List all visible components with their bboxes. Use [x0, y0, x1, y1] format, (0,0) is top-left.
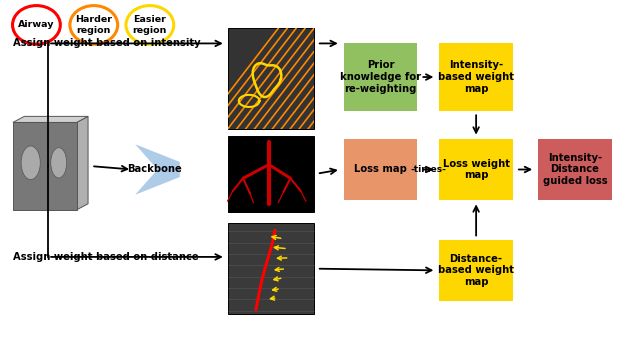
- FancyBboxPatch shape: [538, 139, 612, 200]
- Text: Backbone: Backbone: [127, 164, 182, 175]
- Text: Loss map: Loss map: [354, 164, 407, 175]
- Text: Distance-
based weight
map: Distance- based weight map: [438, 254, 514, 287]
- Text: -times-: -times-: [410, 165, 446, 174]
- Polygon shape: [13, 116, 88, 122]
- Text: Harder
region: Harder region: [76, 15, 112, 35]
- FancyBboxPatch shape: [228, 136, 314, 212]
- Ellipse shape: [21, 146, 40, 180]
- Text: Airway: Airway: [18, 20, 54, 29]
- Text: Prior
knowledge for
re-weighting: Prior knowledge for re-weighting: [340, 60, 421, 94]
- Ellipse shape: [70, 5, 118, 44]
- Text: Intensity-
Distance
guided loss: Intensity- Distance guided loss: [543, 153, 607, 186]
- FancyBboxPatch shape: [344, 139, 417, 200]
- Ellipse shape: [13, 5, 60, 44]
- FancyBboxPatch shape: [440, 139, 513, 200]
- Ellipse shape: [126, 5, 173, 44]
- FancyBboxPatch shape: [440, 43, 513, 111]
- Text: Loss weight
map: Loss weight map: [443, 159, 509, 180]
- FancyBboxPatch shape: [344, 43, 417, 111]
- Text: Easier
region: Easier region: [132, 15, 167, 35]
- Text: Intensity-
based weight
map: Intensity- based weight map: [438, 60, 514, 94]
- Text: Assign weight based on intensity: Assign weight based on intensity: [13, 38, 200, 48]
- Polygon shape: [77, 116, 88, 210]
- Text: Assign weight based on distance: Assign weight based on distance: [13, 252, 198, 262]
- FancyBboxPatch shape: [228, 223, 314, 314]
- Polygon shape: [135, 144, 180, 195]
- FancyBboxPatch shape: [440, 240, 513, 301]
- Ellipse shape: [51, 148, 67, 178]
- FancyBboxPatch shape: [228, 28, 314, 129]
- FancyBboxPatch shape: [13, 122, 77, 210]
